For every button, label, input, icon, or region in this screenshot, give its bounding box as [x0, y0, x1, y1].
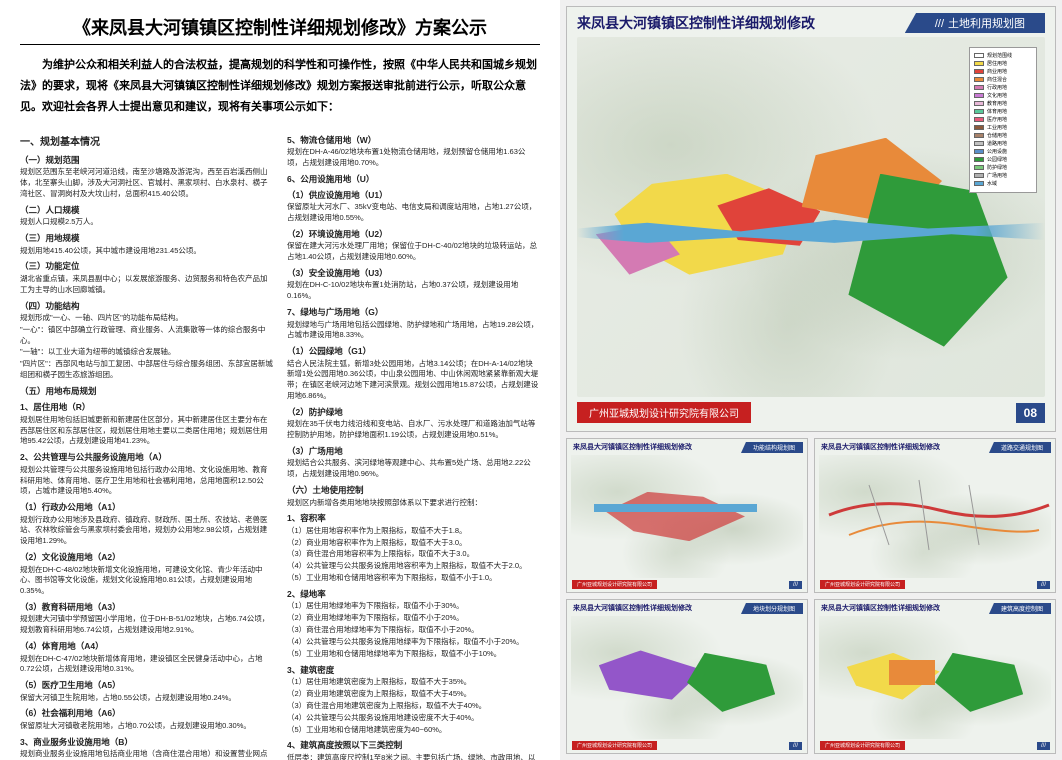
sub-1-1: （一）规划范围: [20, 154, 273, 166]
main-map-credit: 广州亚城规划设计研究院有限公司: [577, 402, 751, 423]
document-panel: 《来凤县大河镇镇区控制性详细规划修改》方案公示 为维护公众和相关利益人的合法权益…: [0, 0, 560, 760]
content-columns: 一、规划基本情况 （一）规划范围 规划区范围东至老峡河河道沿线，南至沙塘路及游泥…: [20, 130, 540, 760]
left-column: 一、规划基本情况 （一）规划范围 规划区范围东至老峡河河道沿线，南至沙塘路及游泥…: [20, 130, 273, 760]
document-title: 《来凤县大河镇镇区控制性详细规划修改》方案公示: [20, 14, 540, 40]
legend-row: 教育用地: [974, 100, 1032, 107]
legend-row: 居住用地: [974, 60, 1032, 67]
legend-row: 公园绿地: [974, 156, 1032, 163]
section-1-title: 一、规划基本情况: [20, 136, 273, 151]
main-map-tag: 土地利用规划图: [905, 13, 1045, 33]
legend-row: 仓储用地: [974, 132, 1032, 139]
intro-paragraph: 为维护公众和相关利益人的合法权益，提高规划的科学性和可操作性，按照《中华人民共和…: [20, 55, 540, 118]
sub-map-2: 来凤县大河镇镇区控制性详细规划修改 道路交通规划图 广州亚城规划设计研究院有限公…: [814, 438, 1056, 593]
sub-map-4: 来凤县大河镇镇区控制性详细规划修改 建筑高度控制图 广州亚城规划设计研究院有限公…: [814, 599, 1056, 754]
legend-row: 广场用地: [974, 172, 1032, 179]
legend-row: 工业用地: [974, 124, 1032, 131]
legend-row: 医疗用地: [974, 116, 1032, 123]
legend-row: 公用设施: [974, 148, 1032, 155]
right-column: 5、物流仓储用地（W） 规划在DH-A-46/02地块布置1处物流仓储用地，规划…: [287, 130, 540, 760]
legend-row: 商业用地: [974, 68, 1032, 75]
legend-row: 行政用地: [974, 84, 1032, 91]
legend-row: 防护绿地: [974, 164, 1032, 171]
legend-row: 文化用地: [974, 92, 1032, 99]
legend-row: 规划范围线: [974, 52, 1032, 59]
main-map: 来凤县大河镇镇区控制性详细规划修改 土地利用规划图 N 规划范围线居住用地商业用…: [566, 6, 1056, 432]
main-map-title: 来凤县大河镇镇区控制性详细规划修改: [577, 13, 815, 33]
main-map-number: 08: [1016, 403, 1045, 423]
legend-row: 体育用地: [974, 108, 1032, 115]
legend-row: 商住混合: [974, 76, 1032, 83]
sub-maps-grid: 来凤县大河镇镇区控制性详细规划修改 功能结构规划图 广州亚城规划设计研究院有限公…: [566, 438, 1056, 754]
maps-panel: 来凤县大河镇镇区控制性详细规划修改 土地利用规划图 N 规划范围线居住用地商业用…: [560, 0, 1062, 760]
title-divider: [20, 44, 540, 45]
sub-map-1: 来凤县大河镇镇区控制性详细规划修改 功能结构规划图 广州亚城规划设计研究院有限公…: [566, 438, 808, 593]
legend-row: 道路用地: [974, 140, 1032, 147]
sub-map-3: 来凤县大河镇镇区控制性详细规划修改 地块划分规划图 广州亚城规划设计研究院有限公…: [566, 599, 808, 754]
legend-row: 水域: [974, 180, 1032, 187]
main-legend: 规划范围线居住用地商业用地商住混合行政用地文化用地教育用地体育用地医疗用地工业用…: [969, 47, 1037, 193]
